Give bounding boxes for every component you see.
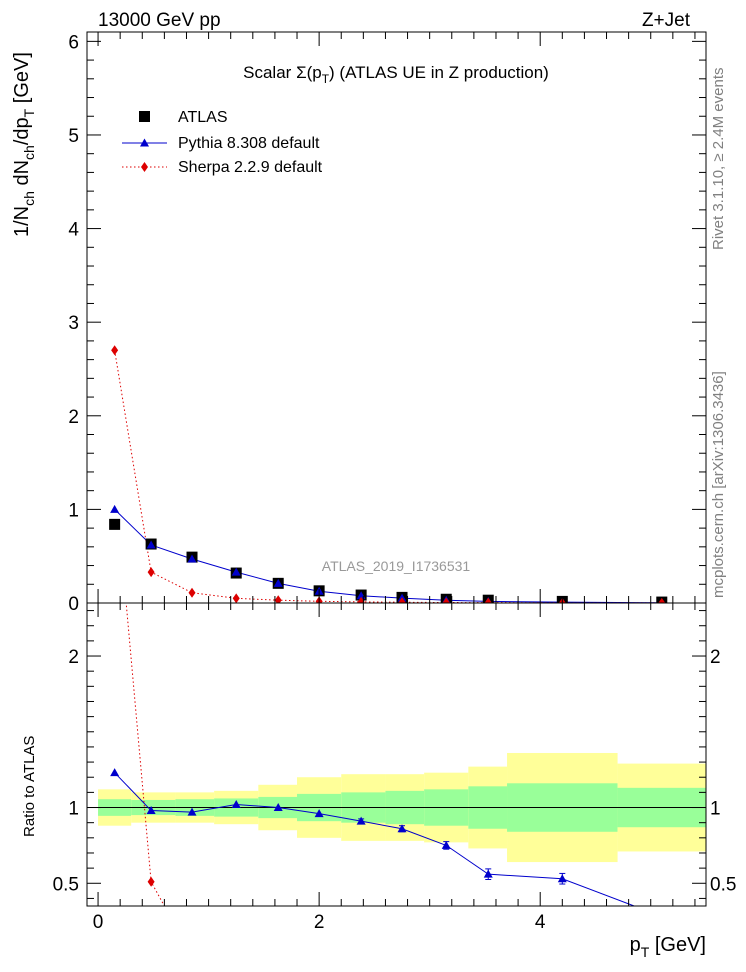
pythia-ratio-point [273, 803, 283, 812]
watermark-label: ATLAS_2019_I1736531 [322, 558, 471, 574]
pythia-ratio-point [110, 768, 120, 777]
legend-sherpa-label: Sherpa 2.2.9 default [178, 159, 323, 176]
pythia-line [114, 509, 662, 603]
legend-pythia-marker [140, 138, 149, 147]
pythia-ratio-point [397, 824, 407, 833]
ratio-x-axis-title: pT [GeV] [630, 934, 706, 960]
sherpa-ratio-line [125, 603, 165, 906]
ratio-x-tick-label: 2 [314, 912, 325, 933]
ratio-x-tick-label: 0 [93, 912, 104, 933]
ratio-y-tick-label-right: 0.5 [710, 874, 736, 895]
sherpa-data-point [147, 567, 155, 578]
sherpa-data-point [658, 597, 666, 603]
main-y-tick-label: 0 [68, 594, 79, 615]
sherpa-data-point [484, 597, 492, 603]
main-y-tick-label: 6 [68, 32, 79, 53]
pythia-ratio-point [483, 869, 493, 878]
sherpa-data-point [398, 597, 406, 603]
sherpa-data-point [442, 597, 450, 603]
sherpa-data-point [188, 587, 196, 598]
pythia-ratio-point [557, 874, 567, 883]
sherpa-data-point [111, 345, 119, 356]
header-left-label: 13000 GeV pp [98, 10, 221, 31]
main-y-tick-label: 4 [68, 220, 79, 241]
main-y-tick-label: 1 [68, 500, 79, 521]
pythia-ratio-point [314, 809, 324, 818]
ratio-y-tick-label-left: 1 [68, 799, 79, 820]
pythia-data-point [187, 554, 197, 563]
pythia-ratio-point [187, 807, 197, 816]
ratio-y-tick-label-right: 2 [710, 647, 721, 668]
legend-pythia-label: Pythia 8.308 default [178, 135, 320, 152]
ratio-y-tick-label-right: 1 [710, 799, 721, 820]
legend-atlas-marker [139, 111, 150, 122]
ratio-y-tick-label-left: 2 [68, 647, 79, 668]
pythia-ratio-point [356, 816, 366, 825]
pythia-ratio-line [114, 772, 635, 906]
atlas-data-point [109, 518, 121, 530]
ratio-y-tick-label-left: 0.5 [53, 874, 79, 895]
main-y-tick-label: 3 [68, 313, 79, 334]
header-right-label: Z+Jet [642, 10, 691, 31]
pythia-data-point [110, 504, 120, 513]
ratio-plot-area [87, 603, 706, 906]
ratio-frame [86, 602, 707, 907]
pythia-ratio-point [231, 799, 241, 808]
pythia-ratio-point [146, 806, 156, 815]
sherpa-data-point [274, 595, 282, 603]
pythia-ratio-point [441, 840, 451, 849]
mcplots-label: mcplots.cern.ch [arXiv:1306.3436] [710, 371, 727, 598]
pythia-data-point [231, 567, 241, 576]
main-y-tick-label: 2 [68, 407, 79, 428]
sherpa-ratio-point [147, 876, 155, 887]
main-y-tick-label: 5 [68, 126, 79, 147]
legend-sherpa-marker [141, 162, 148, 172]
pythia-data-point [146, 540, 156, 549]
main-y-axis-title: 1/Nch dNch/dpT [GeV] [11, 52, 37, 237]
main-panel: 0 1 2 3 4 5 6 Scalar Σ(pT) (ATLAS UE in Z prod… [11, 31, 707, 615]
legend: ATLAS Pythia 8.308 default Sherpa 2.2.9 … [122, 109, 323, 176]
ratio-panel: 0.5 0.5 1 1 2 2 0 2 4 Ratio to ATLAS pT [GeV] [21, 602, 736, 960]
pythia-data-point [273, 578, 283, 587]
ratio-x-tick-label: 4 [535, 912, 546, 933]
legend-atlas-label: ATLAS [178, 109, 228, 126]
main-title: Scalar Σ(pT) (ATLAS UE in Z production) [243, 63, 549, 86]
rivet-label: Rivet 3.1.10, ≥ 2.4M events [710, 68, 727, 251]
sherpa-data-point [232, 593, 240, 603]
ratio-y-axis-title: Ratio to ATLAS [21, 736, 38, 837]
